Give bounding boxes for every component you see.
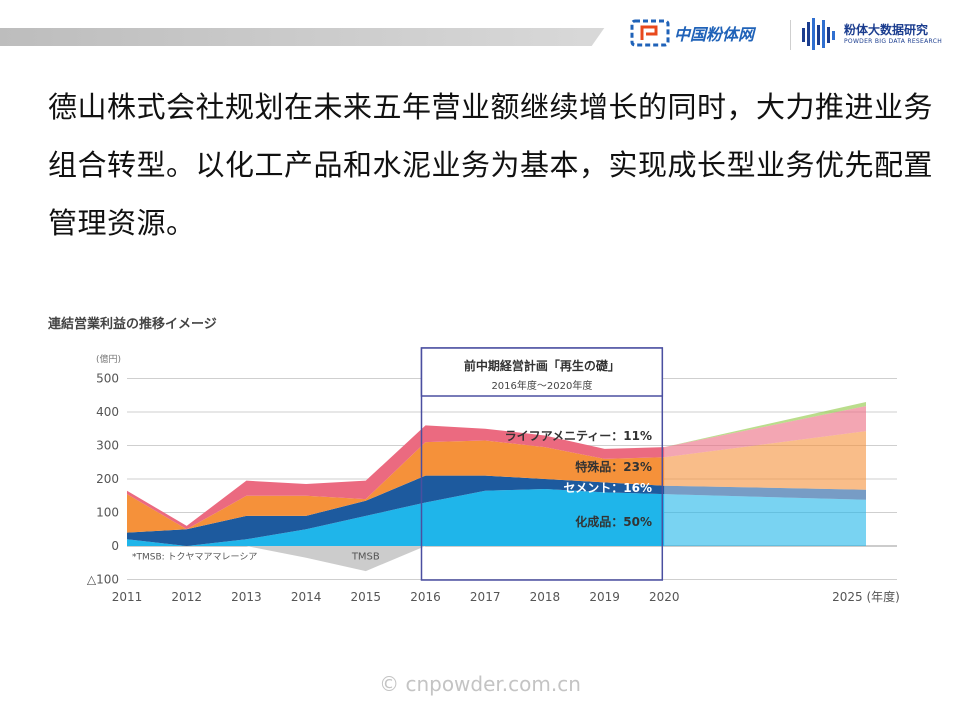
- cnpowder-logo[interactable]: 中国粉体网: [630, 18, 754, 48]
- share-annotation: 特殊品：23%: [575, 459, 652, 474]
- x-tick-label-2025: 2025 (年度): [832, 589, 900, 604]
- share-annotation: ライフアメニティー：11%: [505, 429, 652, 443]
- plan-title: 前中期経営計画「再生の礎」: [464, 358, 620, 373]
- slide-paragraph: 德山株式会社规划在未来五年营业额继续增长的同时，大力推进业务组合转型。以化工产品…: [48, 90, 934, 240]
- bar-code-icon: [802, 18, 835, 50]
- tmsb-label: TMSB: [351, 551, 380, 562]
- y-unit-label: (億円): [96, 353, 121, 365]
- header-bar: [0, 28, 610, 46]
- x-tick-label: 2018: [530, 590, 561, 604]
- x-tick-label: 2019: [589, 590, 620, 604]
- y-tick-label: △100: [87, 573, 119, 587]
- series-area: [127, 475, 665, 546]
- research-logo-title: 粉体大数据研究: [844, 22, 929, 37]
- forecast-area: [664, 431, 866, 490]
- series-area: [127, 440, 665, 533]
- y-tick-label: 100: [96, 506, 119, 520]
- y-tick-label: 300: [96, 439, 119, 453]
- tmsb-note: *TMSB: トクヤマアマレーシア: [132, 551, 257, 562]
- x-tick-label: 2011: [112, 590, 143, 604]
- y-tick-label: 500: [96, 372, 119, 386]
- y-tick-label: 0: [111, 539, 119, 553]
- forecast-area: [664, 405, 866, 458]
- share-annotation: セメント：16%: [564, 481, 652, 495]
- x-tick-label: 2016: [410, 590, 441, 604]
- tmsb-area: [127, 546, 426, 572]
- x-tick-label: 2017: [470, 590, 501, 604]
- forecast-area: [664, 401, 866, 448]
- research-logo-subtitle: POWDER BIG DATA RESEARCH: [844, 37, 943, 45]
- forecast-area: [664, 485, 866, 500]
- operating-profit-chart: 連結営業利益の推移イメージ (億円) △100 0 100 200 300 400 500 TMS…: [48, 316, 900, 604]
- cnpowder-logo-icon: [630, 19, 670, 47]
- forecast-area: [664, 494, 866, 546]
- watermark: © cnpowder.com.cn: [379, 672, 581, 696]
- cnpowder-logo-text: 中国粉体网: [674, 25, 755, 44]
- x-tick-label: 2014: [291, 590, 322, 604]
- powder-research-logo[interactable]: 粉体大数据研究 POWDER BIG DATA RESEARCH: [800, 16, 942, 52]
- series-area: [127, 489, 665, 546]
- x-tick-label: 2015: [351, 590, 382, 604]
- plan-header-box: [420, 347, 664, 397]
- x-tick-label: 2012: [171, 590, 202, 604]
- share-annotation: 化成品：50%: [575, 514, 652, 529]
- y-tick-label: 200: [96, 472, 119, 486]
- x-tick-label: 2013: [231, 590, 262, 604]
- logo-divider: [790, 20, 791, 50]
- y-tick-label: 400: [96, 405, 119, 419]
- x-tick-label: 2020: [649, 590, 680, 604]
- plan-period: 2016年度～2020年度: [491, 379, 592, 392]
- chart-title: 連結営業利益の推移イメージ: [48, 316, 217, 332]
